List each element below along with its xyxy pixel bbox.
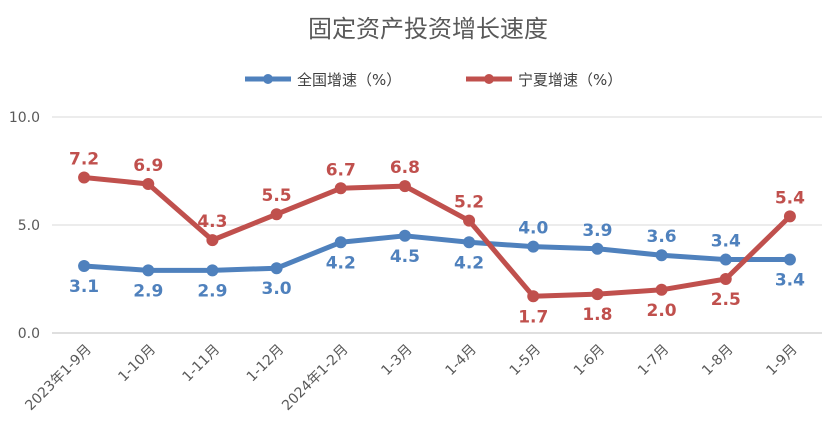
series-lines [78,171,796,303]
legend: 全国增速（%） 宁夏增速（%） [245,71,622,89]
data-labels: 3.1 2.9 2.9 3.0 4.2 4.5 4.2 4.0 3.9 3.6 3.4 3.4 7.2 6… [69,149,805,327]
legend-item-ningxia: 宁夏增速（%） [466,71,622,89]
data-label: 4.3 [197,212,227,232]
x-tick-label: 1-10月 [115,342,159,386]
data-label: 2.0 [647,301,677,321]
data-label: 3.4 [775,271,805,291]
data-point [463,214,476,227]
data-point [334,236,347,249]
data-label: 2.9 [197,281,227,301]
data-label: 3.4 [711,232,741,252]
data-label: 5.2 [454,193,484,213]
data-point [591,288,604,301]
data-label: 3.9 [582,221,612,241]
series-line [81,233,793,273]
data-point [78,171,91,184]
data-point [206,234,219,247]
data-point [270,262,283,275]
series-line [81,174,793,299]
x-tick-label: 1-9月 [763,342,800,379]
data-point [398,229,411,242]
gridlines [52,116,822,334]
data-point [783,210,796,223]
x-tick-label: 2024年1-2月 [279,342,351,414]
data-point [270,208,283,221]
data-point [463,236,476,249]
data-label: 6.9 [133,156,163,176]
data-point [334,182,347,195]
y-tick-label: 5.0 [18,218,40,234]
data-label: 3.0 [262,279,292,299]
legend-marker-national [263,74,273,84]
legend-label-ningxia: 宁夏增速（%） [518,71,622,89]
data-label: 3.6 [647,227,677,247]
data-label: 4.5 [390,247,420,267]
data-point [783,253,796,266]
x-tick-label: 1-5月 [507,342,544,379]
data-point [527,240,540,253]
data-point [398,180,411,193]
data-point [206,264,219,277]
data-point [142,264,155,277]
data-label: 3.1 [69,277,99,297]
x-tick-label: 1-6月 [571,342,608,379]
data-label: 7.2 [69,149,99,169]
data-label: 5.5 [262,186,292,206]
x-tick-label: 1-12月 [244,342,288,386]
data-point [655,283,668,296]
data-label: 6.8 [390,158,420,178]
data-label: 1.7 [518,307,548,327]
chart-title: 固定资产投资增长速度 [308,15,548,43]
data-label: 4.0 [518,219,548,239]
data-label: 2.9 [133,281,163,301]
legend-item-national: 全国增速（%） [245,71,401,89]
x-tick-label: 1-8月 [699,342,736,379]
data-label: 4.2 [326,253,356,273]
data-label: 2.5 [711,290,741,310]
data-point [78,260,91,273]
data-label: 4.2 [454,253,484,273]
data-label: 1.8 [582,305,612,325]
y-tick-label: 0.0 [18,326,40,342]
data-label: 6.7 [326,160,356,180]
y-tick-label: 10.0 [9,110,40,126]
data-point [655,249,668,262]
x-tick-label: 1-11月 [180,342,224,386]
y-axis-ticks: 0.0 5.0 10.0 [9,110,40,342]
data-point [591,242,604,255]
data-point [719,273,732,285]
data-point [719,253,732,266]
data-label: 5.4 [775,188,805,208]
data-point [142,177,155,190]
x-tick-label: 1-3月 [378,342,415,379]
legend-marker-ningxia [484,74,494,84]
legend-label-national: 全国增速（%） [297,71,401,89]
x-tick-label: 1-7月 [635,342,672,379]
x-tick-label: 2023年1-9月 [22,342,94,414]
x-tick-label: 1-4月 [443,342,480,379]
data-point [527,290,540,303]
